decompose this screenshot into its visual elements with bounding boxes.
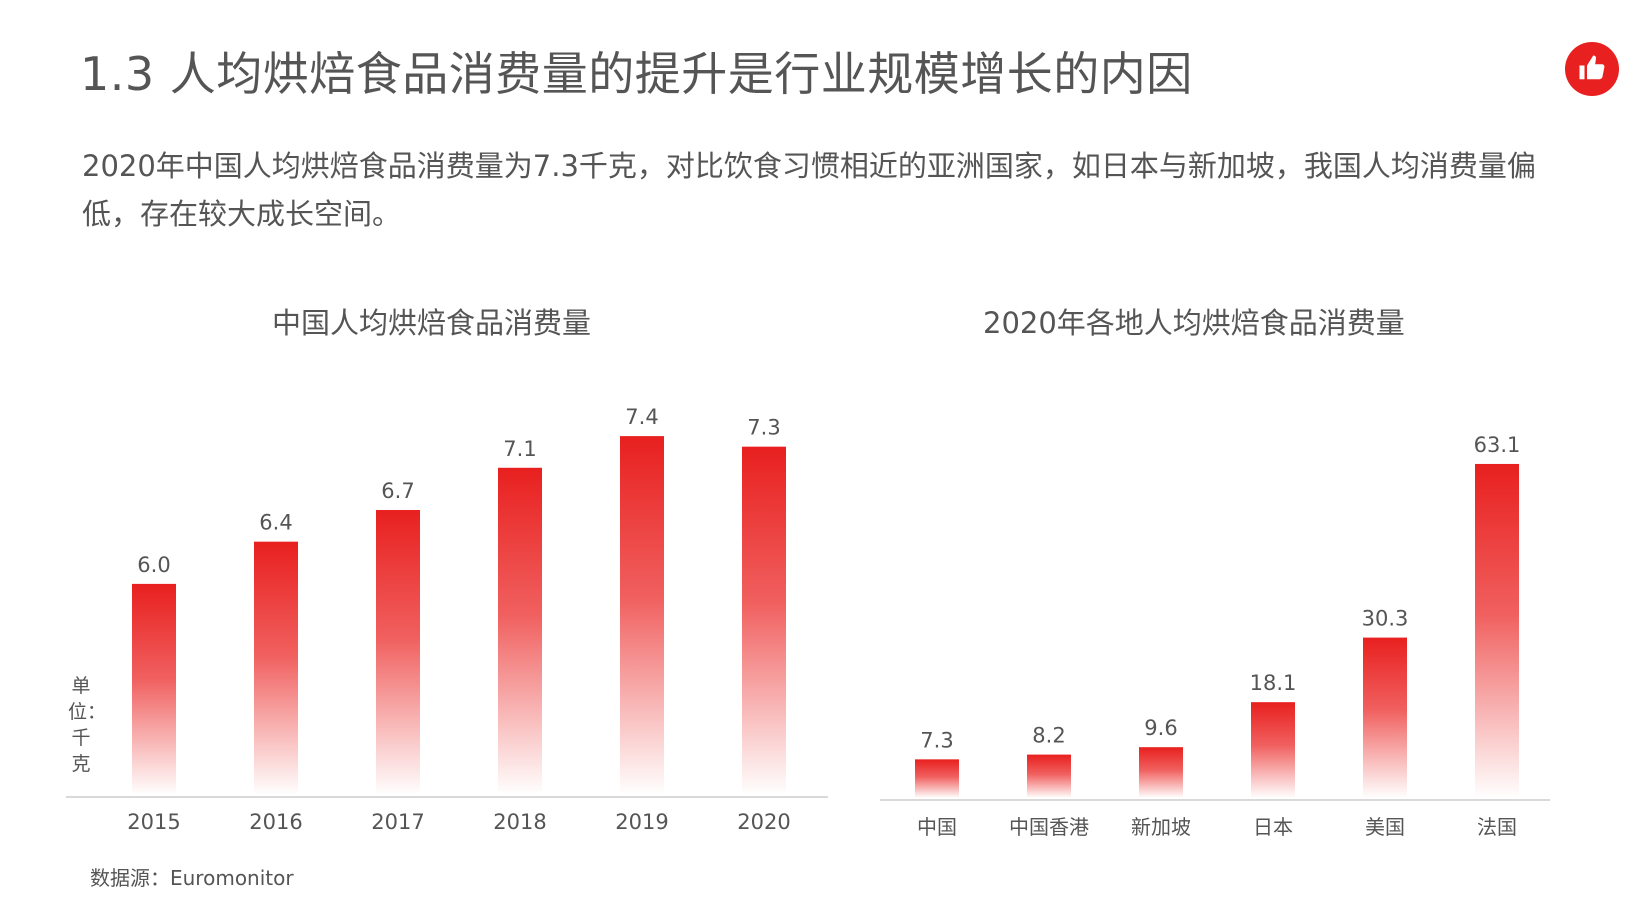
tick-label-china-0: 2015 <box>127 810 180 834</box>
data-label-china-5: 7.3 <box>747 416 780 440</box>
data-label-china-0: 6.0 <box>137 553 170 577</box>
data-label-china-1: 6.4 <box>259 511 292 535</box>
bar-regions-4 <box>1363 637 1407 798</box>
unit-label: 单位：千克 <box>68 675 107 775</box>
data-label-china-2: 6.7 <box>381 479 414 503</box>
data-label-regions-0: 7.3 <box>920 728 953 752</box>
bar-regions-2 <box>1139 747 1183 798</box>
tick-label-regions-5: 法国 <box>1477 815 1517 839</box>
bar-china-1 <box>254 541 298 795</box>
bar-china-4 <box>620 436 664 795</box>
data-label-regions-5: 63.1 <box>1474 433 1521 457</box>
data-label-regions-4: 30.3 <box>1362 607 1409 631</box>
tick-label-regions-3: 日本 <box>1253 815 1293 839</box>
tick-label-china-5: 2020 <box>737 810 790 834</box>
bar-china-5 <box>742 446 786 795</box>
tick-label-regions-4: 美国 <box>1365 815 1405 839</box>
tick-label-regions-1: 中国香港 <box>1009 815 1089 839</box>
bar-china-0 <box>132 583 176 795</box>
bar-china-2 <box>376 510 420 795</box>
tick-label-china-1: 2016 <box>249 810 302 834</box>
thumbs-up-logo <box>1565 42 1619 96</box>
source-note: 数据源：Euromonitor <box>90 866 294 890</box>
page-subtitle: 2020年中国人均烘焙食品消费量为7.3千克，对比饮食习惯相近的亚洲国家，如日本… <box>82 149 1536 231</box>
data-label-regions-2: 9.6 <box>1144 716 1177 740</box>
bar-regions-1 <box>1027 754 1071 798</box>
bar-regions-0 <box>915 759 959 798</box>
chart-title-china: 中国人均烘焙食品消费量 <box>272 306 592 340</box>
tick-label-china-2: 2017 <box>371 810 424 834</box>
data-label-china-4: 7.4 <box>625 405 658 429</box>
thumbs-up-icon <box>1579 55 1605 80</box>
tick-label-regions-0: 中国 <box>917 815 957 839</box>
data-label-regions-3: 18.1 <box>1250 671 1297 695</box>
bar-regions-3 <box>1251 702 1295 798</box>
tick-label-china-3: 2018 <box>493 810 546 834</box>
tick-label-regions-2: 新加坡 <box>1131 815 1191 839</box>
bar-china-3 <box>498 467 542 795</box>
bar-regions-5 <box>1475 463 1519 798</box>
chart-title-regions: 2020年各地人均烘焙食品消费量 <box>983 306 1405 340</box>
data-label-regions-1: 8.2 <box>1032 724 1065 748</box>
data-label-china-3: 7.1 <box>503 437 536 461</box>
tick-label-china-4: 2019 <box>615 810 668 834</box>
page-title: 1.3 人均烘焙食品消费量的提升是行业规模增长的内因 <box>80 47 1193 101</box>
